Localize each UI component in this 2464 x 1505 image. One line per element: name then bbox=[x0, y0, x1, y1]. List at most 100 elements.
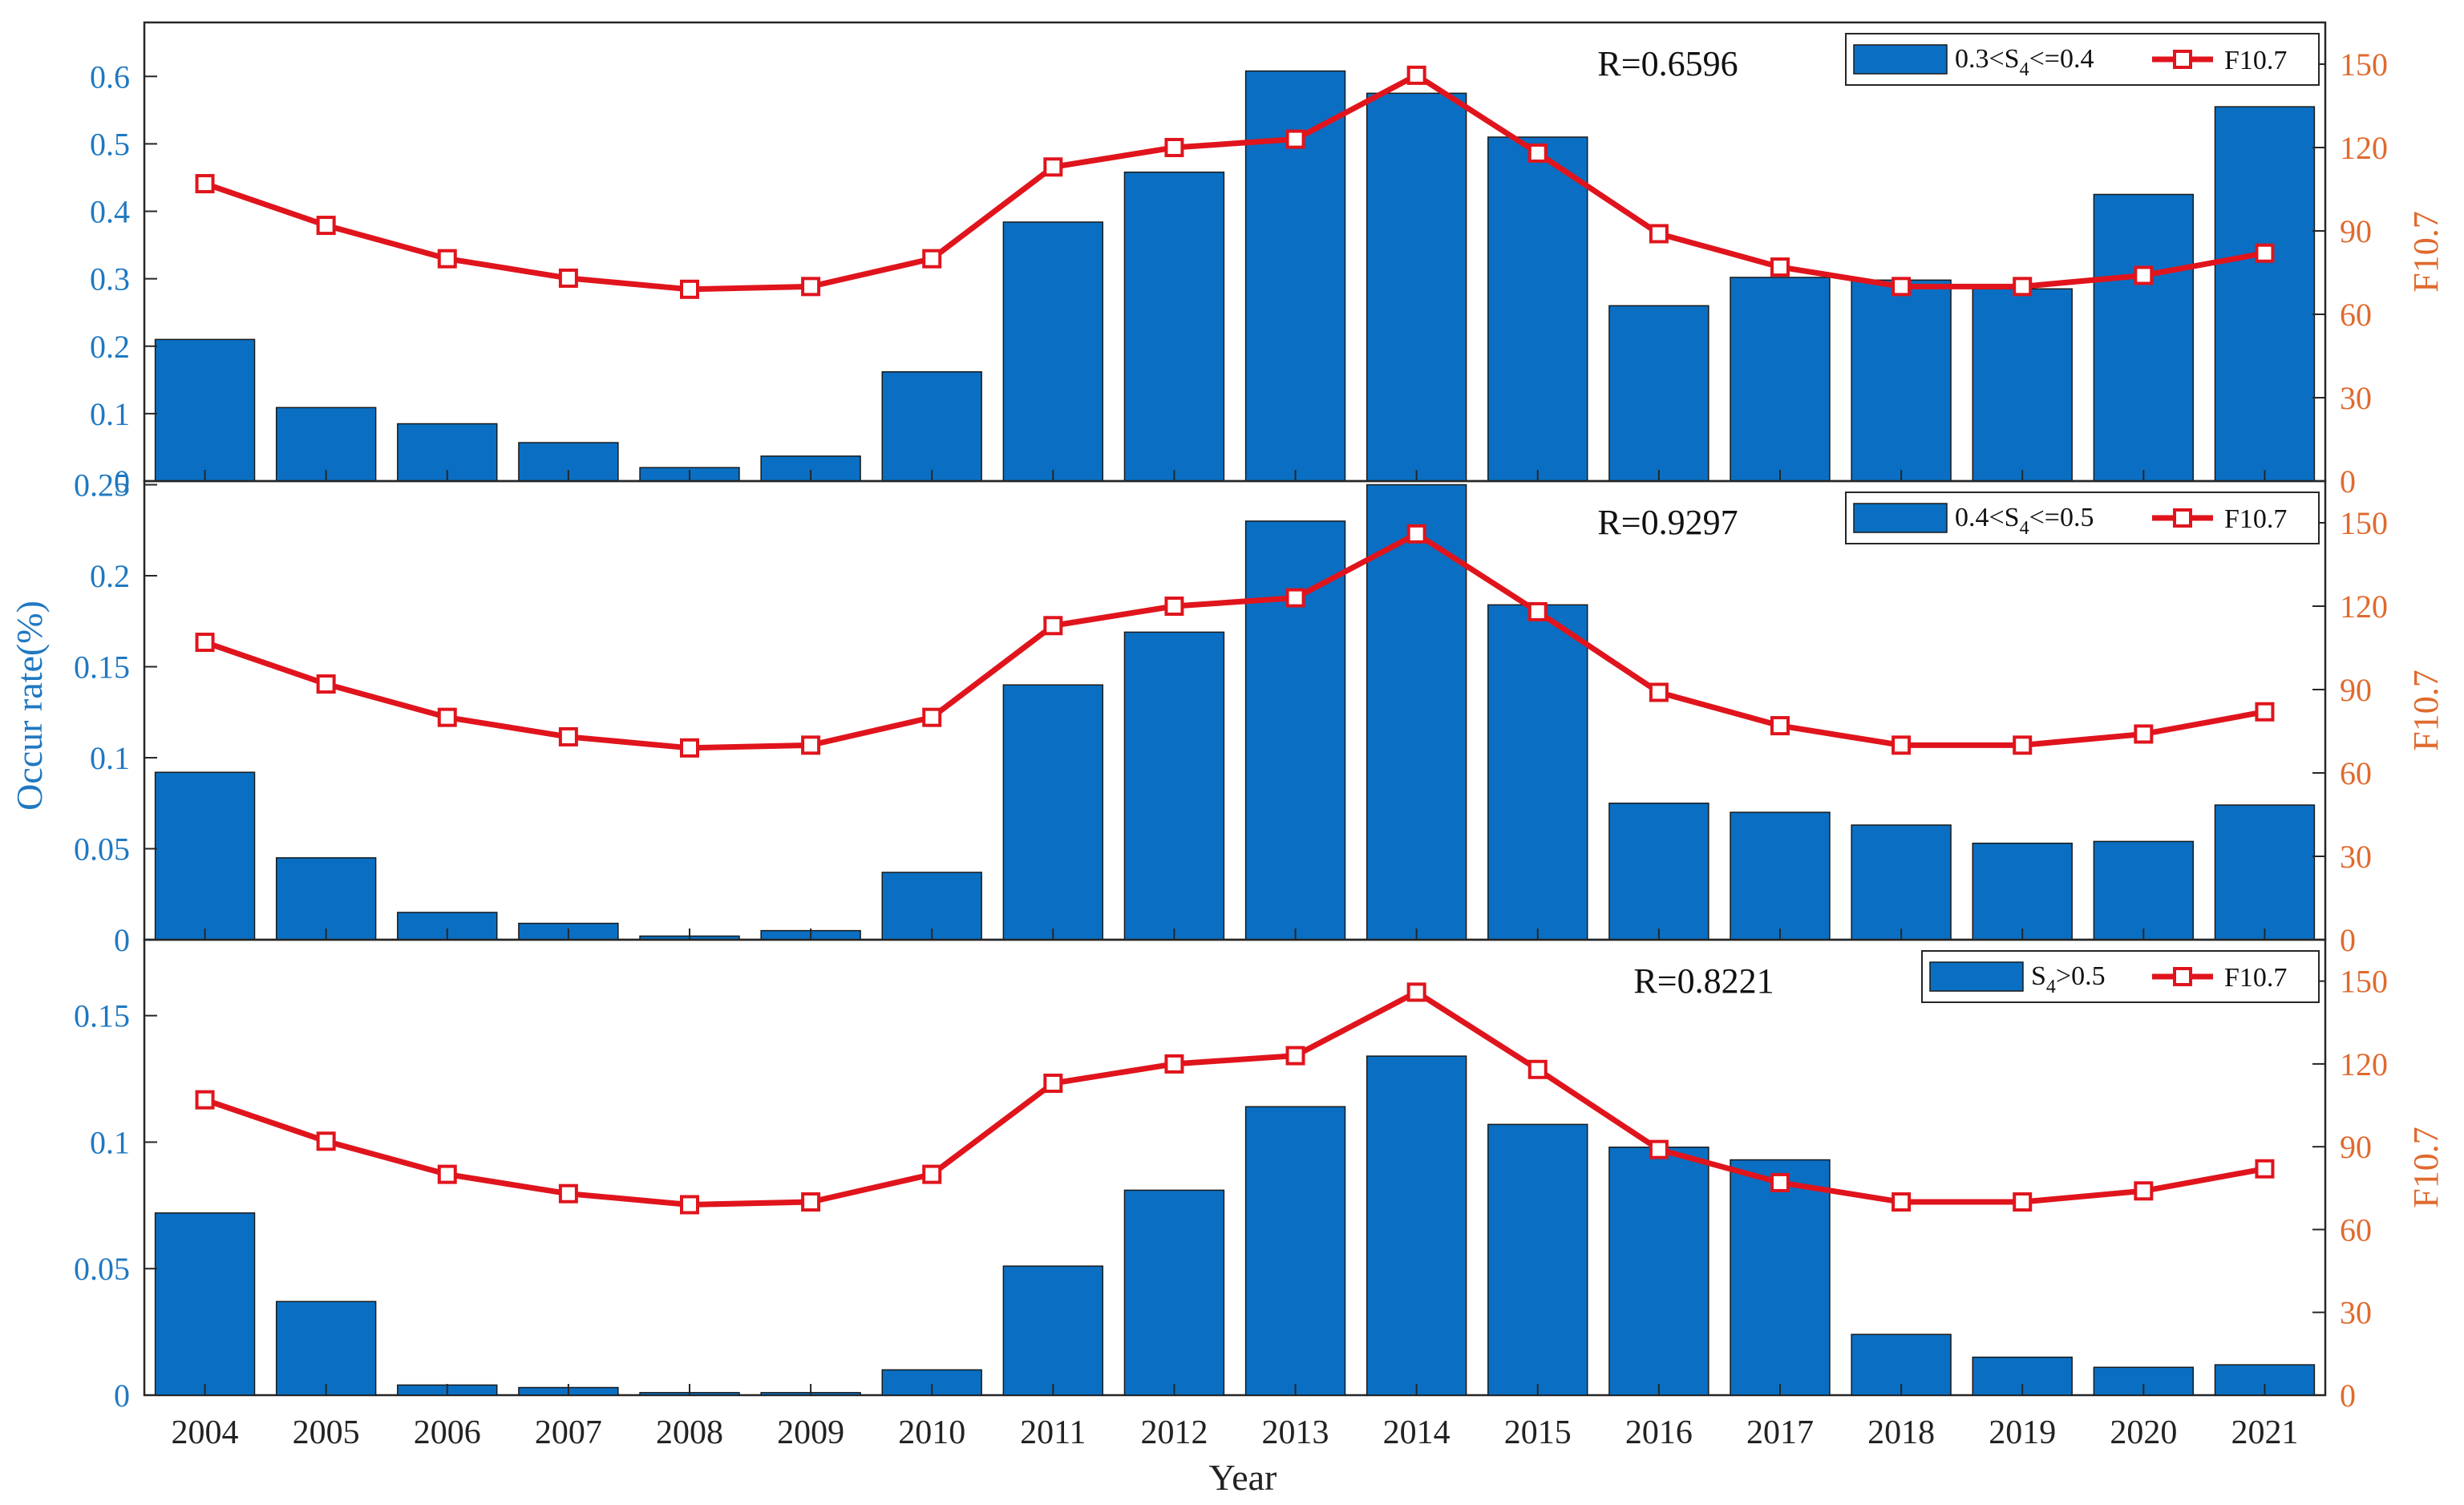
x-axis-layer: 2004 2005 2006 2007 2008 2009 2010 2011 2012 2013… bbox=[172, 1414, 2299, 1451]
panel-1: 00.10.20.30.40.50.60306090120150F10.70.3… bbox=[90, 21, 2446, 500]
x-axis-title: Year bbox=[1209, 1457, 1277, 1498]
left-tick-label: 0.2 bbox=[90, 558, 130, 594]
bar-2021 bbox=[2214, 804, 2316, 941]
x-tick-label: 2004 bbox=[172, 1414, 239, 1451]
right-tick-label: 30 bbox=[2340, 839, 2372, 875]
right-tick-label: 30 bbox=[2340, 1295, 2372, 1331]
f107-marker-2004 bbox=[195, 174, 215, 194]
bar-2004 bbox=[154, 1212, 256, 1396]
f107-marker-2016 bbox=[1649, 682, 1669, 702]
left-tick-label: 0 bbox=[114, 1378, 130, 1414]
f107-marker-2017 bbox=[1770, 1172, 1790, 1192]
x-tick-label: 2008 bbox=[656, 1414, 723, 1451]
left-tick-label: 0.25 bbox=[74, 467, 130, 504]
f107-marker-2008 bbox=[680, 738, 699, 758]
f107-marker-2019 bbox=[2013, 1192, 2033, 1212]
left-tick-label: 0 bbox=[114, 922, 130, 958]
right-tick-label: 120 bbox=[2340, 130, 2388, 166]
legend: S4>0.5 F10.7 bbox=[1921, 950, 2320, 1003]
bar-2021 bbox=[2214, 106, 2316, 482]
f107-marker-2006 bbox=[437, 1164, 457, 1184]
f107-marker-2013 bbox=[1285, 588, 1305, 608]
f107-marker-2011 bbox=[1043, 1074, 1063, 1094]
correlation-label: R=0.6596 bbox=[1597, 44, 1738, 83]
panels-layer: 00.10.20.30.40.50.60306090120150F10.70.3… bbox=[74, 21, 2446, 1414]
bar-2019 bbox=[1972, 842, 2073, 941]
bar-2017 bbox=[1730, 811, 1831, 941]
f107-marker-2019 bbox=[2013, 277, 2033, 297]
f107-marker-2007 bbox=[558, 1183, 578, 1204]
right-tick-label: 120 bbox=[2340, 589, 2388, 625]
right-tick-label: 150 bbox=[2340, 505, 2388, 541]
bar-2018 bbox=[1851, 824, 1952, 941]
right-tick-label: 30 bbox=[2340, 380, 2372, 416]
right-tick-label: 150 bbox=[2340, 47, 2388, 83]
f107-marker-2009 bbox=[801, 735, 821, 755]
f107-marker-2013 bbox=[1285, 129, 1305, 149]
x-tick-label: 2012 bbox=[1140, 1414, 1208, 1451]
x-tick-label: 2015 bbox=[1504, 1414, 1572, 1451]
f107-line bbox=[204, 72, 2266, 293]
bar-2020 bbox=[2093, 193, 2195, 482]
f107-marker-2018 bbox=[1891, 1192, 1912, 1212]
bar-2011 bbox=[1002, 1265, 1104, 1396]
bar-2014 bbox=[1366, 1055, 1467, 1396]
left-tick-label: 0.1 bbox=[90, 740, 130, 776]
f107-marker-2017 bbox=[1770, 716, 1790, 736]
left-tick-label: 0.6 bbox=[90, 59, 130, 95]
f107-marker-2007 bbox=[558, 726, 578, 746]
x-tick-label: 2013 bbox=[1262, 1414, 1329, 1451]
legend-bar-label: S4>0.5 bbox=[2031, 961, 2106, 997]
f107-marker-2014 bbox=[1406, 65, 1426, 85]
x-tick-label: 2016 bbox=[1625, 1414, 1693, 1451]
f107-line bbox=[204, 989, 2266, 1208]
correlation-label: R=0.9297 bbox=[1597, 503, 1738, 542]
right-tick-label: 90 bbox=[2340, 213, 2372, 249]
bar-2004 bbox=[154, 338, 256, 482]
right-tick-label: 150 bbox=[2340, 964, 2388, 1000]
legend-bar-swatch bbox=[1853, 44, 1948, 75]
bar-2014 bbox=[1366, 92, 1467, 482]
bar-2013 bbox=[1244, 1106, 1346, 1396]
panel-frame bbox=[143, 938, 2327, 1397]
f107-marker-2011 bbox=[1043, 616, 1063, 636]
bar-2015 bbox=[1487, 136, 1588, 482]
f107-marker-2018 bbox=[1891, 735, 1912, 755]
right-tick-label: 120 bbox=[2340, 1046, 2388, 1082]
bar-2004 bbox=[154, 771, 256, 941]
legend-bar-swatch bbox=[1929, 961, 2024, 992]
bar-2010 bbox=[881, 370, 982, 482]
legend-line-marker bbox=[2173, 50, 2192, 69]
left-tick-label: 0.1 bbox=[90, 396, 130, 432]
bar-2005 bbox=[275, 1301, 377, 1396]
bar-2016 bbox=[1608, 803, 1709, 941]
bar-2012 bbox=[1123, 171, 1225, 482]
f107-marker-2016 bbox=[1649, 1139, 1669, 1159]
right-tick-label: 60 bbox=[2340, 1212, 2372, 1248]
f107-marker-2012 bbox=[1164, 1054, 1184, 1074]
bar-2017 bbox=[1730, 1159, 1831, 1396]
right-tick-label: 0 bbox=[2340, 922, 2356, 958]
f107-marker-2014 bbox=[1406, 982, 1426, 1002]
left-tick-label: 0.4 bbox=[90, 194, 130, 230]
x-tick-label: 2005 bbox=[293, 1414, 360, 1451]
legend-bar-label: 0.3<S4<=0.4 bbox=[1955, 44, 2094, 80]
f107-marker-2020 bbox=[2134, 265, 2154, 285]
f107-marker-2018 bbox=[1891, 277, 1912, 297]
left-tick-label: 0 bbox=[114, 463, 130, 500]
legend-bar-label: 0.4<S4<=0.5 bbox=[1955, 503, 2094, 539]
f107-marker-2020 bbox=[2134, 724, 2154, 744]
f107-marker-2017 bbox=[1770, 257, 1790, 277]
f107-marker-2014 bbox=[1406, 524, 1426, 544]
bar-2013 bbox=[1244, 520, 1346, 941]
left-tick-label: 0.5 bbox=[90, 126, 130, 162]
x-tick-label: 2021 bbox=[2231, 1414, 2298, 1451]
x-tick-label: 2018 bbox=[1867, 1414, 1935, 1451]
x-tick-label: 2019 bbox=[1989, 1414, 2056, 1451]
x-tick-label: 2007 bbox=[535, 1414, 602, 1451]
legend: 0.4<S4<=0.5 F10.7 bbox=[1845, 492, 2320, 544]
bar-2015 bbox=[1487, 1123, 1588, 1396]
right-tick-label: 0 bbox=[2340, 463, 2356, 500]
bar-2012 bbox=[1123, 631, 1225, 941]
f107-marker-2011 bbox=[1043, 157, 1063, 177]
